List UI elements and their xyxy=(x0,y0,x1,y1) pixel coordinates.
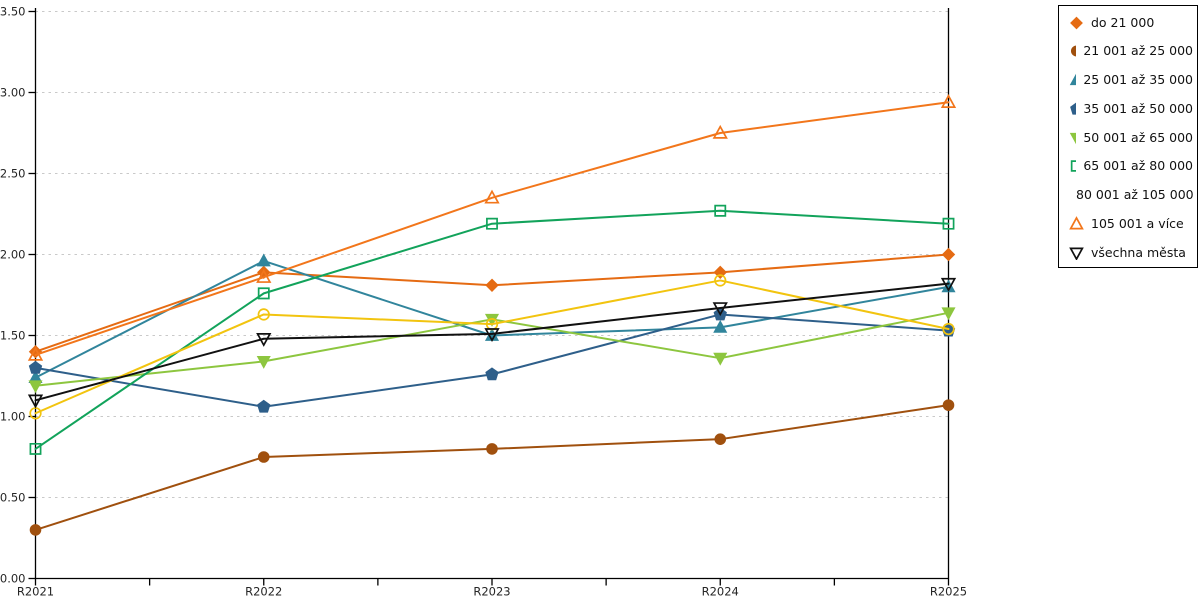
legend-label: 35 001 až 50 000 xyxy=(1083,100,1193,116)
data-point-marker xyxy=(1069,247,1084,260)
data-point-marker xyxy=(1069,132,1077,145)
data-point-marker xyxy=(257,308,270,321)
square-open-marker-icon xyxy=(1070,160,1077,173)
data-point-marker xyxy=(29,524,42,536)
data-point-marker xyxy=(486,443,498,455)
x-tick-label-r2024: R2024 xyxy=(702,585,739,599)
legend-label: 50 001 až 65 000 xyxy=(1083,129,1193,145)
x-tick-label-r2023: R2023 xyxy=(473,585,510,599)
legend-label: 80 001 až 105 000 xyxy=(1076,187,1194,203)
data-point-marker xyxy=(713,319,728,333)
data-point-marker xyxy=(485,278,499,292)
y-tick-label: 3.00 xyxy=(0,86,26,100)
triangle-down-filled-marker-icon xyxy=(1069,132,1077,145)
legend-item-do-21-000: do 21 000 xyxy=(1069,14,1193,30)
y-tick-label: 0.00 xyxy=(0,572,26,586)
legend-label: 65 001 až 80 000 xyxy=(1083,158,1193,174)
gridlines xyxy=(35,11,949,498)
chart-legend: do 21 000 21 001 až 25 000 25 001 až 35 00… xyxy=(1058,5,1198,269)
data-point-marker xyxy=(942,322,955,336)
legend-item-21-001-a-25-000: 21 001 až 25 000 xyxy=(1069,43,1193,59)
series-v-echna-m-sta xyxy=(27,277,957,409)
series-65-001-a-80-000 xyxy=(29,204,955,455)
data-point-marker xyxy=(1070,160,1077,173)
data-point-marker xyxy=(1070,45,1077,57)
legend-item-105-001-a-v-ce: 105 001 a více xyxy=(1069,216,1193,232)
y-tick-label: 0.50 xyxy=(0,491,26,505)
legend-item-25-001-a-35-000: 25 001 až 35 000 xyxy=(1069,72,1193,88)
legend-label: 105 001 a více xyxy=(1091,216,1184,232)
axes: 0.00 0.50 1.00 1.50 2.00 2.50 3.00 3.50 R2021 R20… xyxy=(0,5,967,599)
data-point-marker xyxy=(257,287,270,300)
series-80-001-a-105-000 xyxy=(29,274,955,420)
legend-item-65-001-a-80-000: 65 001 až 80 000 xyxy=(1069,158,1193,174)
circle-filled-marker-icon xyxy=(1070,45,1077,57)
triangle-up-open-marker-icon xyxy=(1069,216,1084,230)
data-point-marker xyxy=(942,399,955,411)
data-point-marker xyxy=(257,451,270,463)
series-line xyxy=(34,279,950,415)
series-line xyxy=(34,209,950,450)
data-point-marker xyxy=(256,332,272,347)
pentagon-filled-marker-icon xyxy=(1070,102,1077,115)
data-point-marker xyxy=(714,204,727,217)
data-point-marker xyxy=(1069,73,1077,86)
x-tick-label-r2022: R2022 xyxy=(245,585,282,599)
data-point-marker xyxy=(27,346,44,361)
y-tick-label: 2.00 xyxy=(0,248,26,262)
data-point-marker xyxy=(1070,102,1077,115)
data-point-marker xyxy=(256,269,272,283)
data-point-marker xyxy=(941,307,956,321)
legend-item-35-001-a-50-000: 35 001 až 50 000 xyxy=(1069,100,1193,116)
data-point-marker xyxy=(484,328,500,343)
data-point-marker xyxy=(27,394,44,409)
x-tick-label-r2021: R2021 xyxy=(17,585,54,599)
data-point-marker xyxy=(713,352,728,366)
x-tick-label-r2025: R2025 xyxy=(930,585,967,599)
data-point-marker xyxy=(485,367,499,381)
data-point-marker xyxy=(714,274,727,287)
diamond-filled-marker-icon xyxy=(1070,16,1083,29)
data-point-marker xyxy=(28,380,43,394)
y-tick-label: 1.50 xyxy=(0,329,26,343)
data-point-marker xyxy=(941,247,956,262)
y-tick-label: 3.50 xyxy=(0,5,26,19)
legend-item-80-001-a-105-000: 80 001 až 105 000 xyxy=(1069,187,1194,203)
data-point-marker xyxy=(257,399,271,413)
legend-label: 25 001 až 35 000 xyxy=(1083,72,1193,88)
legend-item-50-001-a-65-000: 50 001 až 65 000 xyxy=(1069,129,1193,145)
series-25-001-a-35-000 xyxy=(28,253,956,384)
y-tick-label: 1.00 xyxy=(0,410,26,424)
series-35-001-a-50-000 xyxy=(28,307,956,413)
series-21-001-a-25-000 xyxy=(29,399,955,536)
legend-label: všechna města xyxy=(1091,244,1186,260)
series-line xyxy=(34,404,950,531)
data-point-marker xyxy=(1069,216,1084,230)
series-line xyxy=(34,282,950,402)
data-point-marker xyxy=(486,217,498,230)
data-point-marker xyxy=(940,277,957,292)
data-point-marker xyxy=(256,253,271,267)
y-tick-label: 2.50 xyxy=(0,167,26,181)
series-line xyxy=(34,101,950,356)
legend-label: do 21 000 xyxy=(1091,14,1155,30)
triangle-down-open-marker-icon xyxy=(1069,247,1084,260)
data-point-marker xyxy=(29,442,42,455)
data-point-marker xyxy=(940,94,957,108)
data-point-marker xyxy=(28,360,43,374)
legend-label: 21 001 až 25 000 xyxy=(1083,43,1193,59)
series-105-001-a-v-ce xyxy=(27,94,957,361)
data-point-marker xyxy=(714,433,727,445)
legend-item-v-echna-m-sta: všechna města xyxy=(1069,244,1193,260)
data-point-marker xyxy=(484,189,500,204)
data-point-marker xyxy=(1070,16,1083,29)
data-point-marker xyxy=(256,356,271,369)
data-point-marker xyxy=(712,124,728,139)
data-point-marker xyxy=(712,302,728,317)
data-point-marker xyxy=(942,217,955,230)
triangle-up-filled-marker-icon xyxy=(1069,73,1077,86)
